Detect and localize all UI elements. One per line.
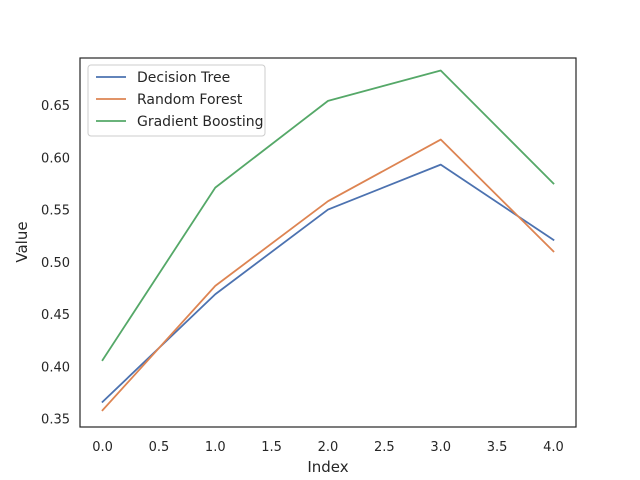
x-axis-label: Index — [307, 458, 348, 476]
y-tick-label: 0.60 — [41, 151, 70, 166]
plot-frame — [79, 57, 577, 428]
legend: Decision Tree Random Forest Gradient Boost… — [87, 64, 266, 137]
y-axis-label: Value — [13, 221, 31, 262]
y-tick-label: 0.45 — [41, 308, 70, 323]
x-tick-label: 4.0 — [543, 440, 564, 455]
y-tick-label: 0.50 — [41, 256, 70, 271]
legend-label: Random Forest — [137, 92, 243, 108]
x-tick-label: 1.5 — [261, 440, 282, 455]
y-tick-label: 0.65 — [41, 99, 70, 114]
y-tick-label: 0.35 — [41, 413, 70, 428]
legend-label: Decision Tree — [137, 70, 230, 86]
x-tick-label: 2.5 — [374, 440, 395, 455]
y-tick-label: 0.40 — [41, 360, 70, 375]
x-axis-ticks: 0.0 0.5 1.0 1.5 2.0 2.5 3.0 3.5 4.0 — [92, 440, 564, 455]
series-layer — [101, 69, 555, 412]
legend-entries: Decision Tree Random Forest Gradient Boost… — [96, 70, 264, 130]
x-tick-label: 3.0 — [430, 440, 451, 455]
y-axis-ticks: 0.35 0.40 0.45 0.50 0.55 0.60 0.65 — [41, 99, 70, 428]
x-tick-label: 0.5 — [149, 440, 170, 455]
series-line-2 — [101, 138, 555, 412]
x-tick-label: 1.0 — [205, 440, 226, 455]
x-tick-label: 0.0 — [92, 440, 113, 455]
series-line-3 — [101, 69, 555, 362]
y-tick-label: 0.55 — [41, 204, 70, 219]
x-tick-label: 3.5 — [487, 440, 508, 455]
series-line-1 — [101, 163, 555, 404]
x-tick-label: 2.0 — [318, 440, 339, 455]
legend-label: Gradient Boosting — [137, 114, 264, 130]
legend-box — [87, 64, 266, 137]
